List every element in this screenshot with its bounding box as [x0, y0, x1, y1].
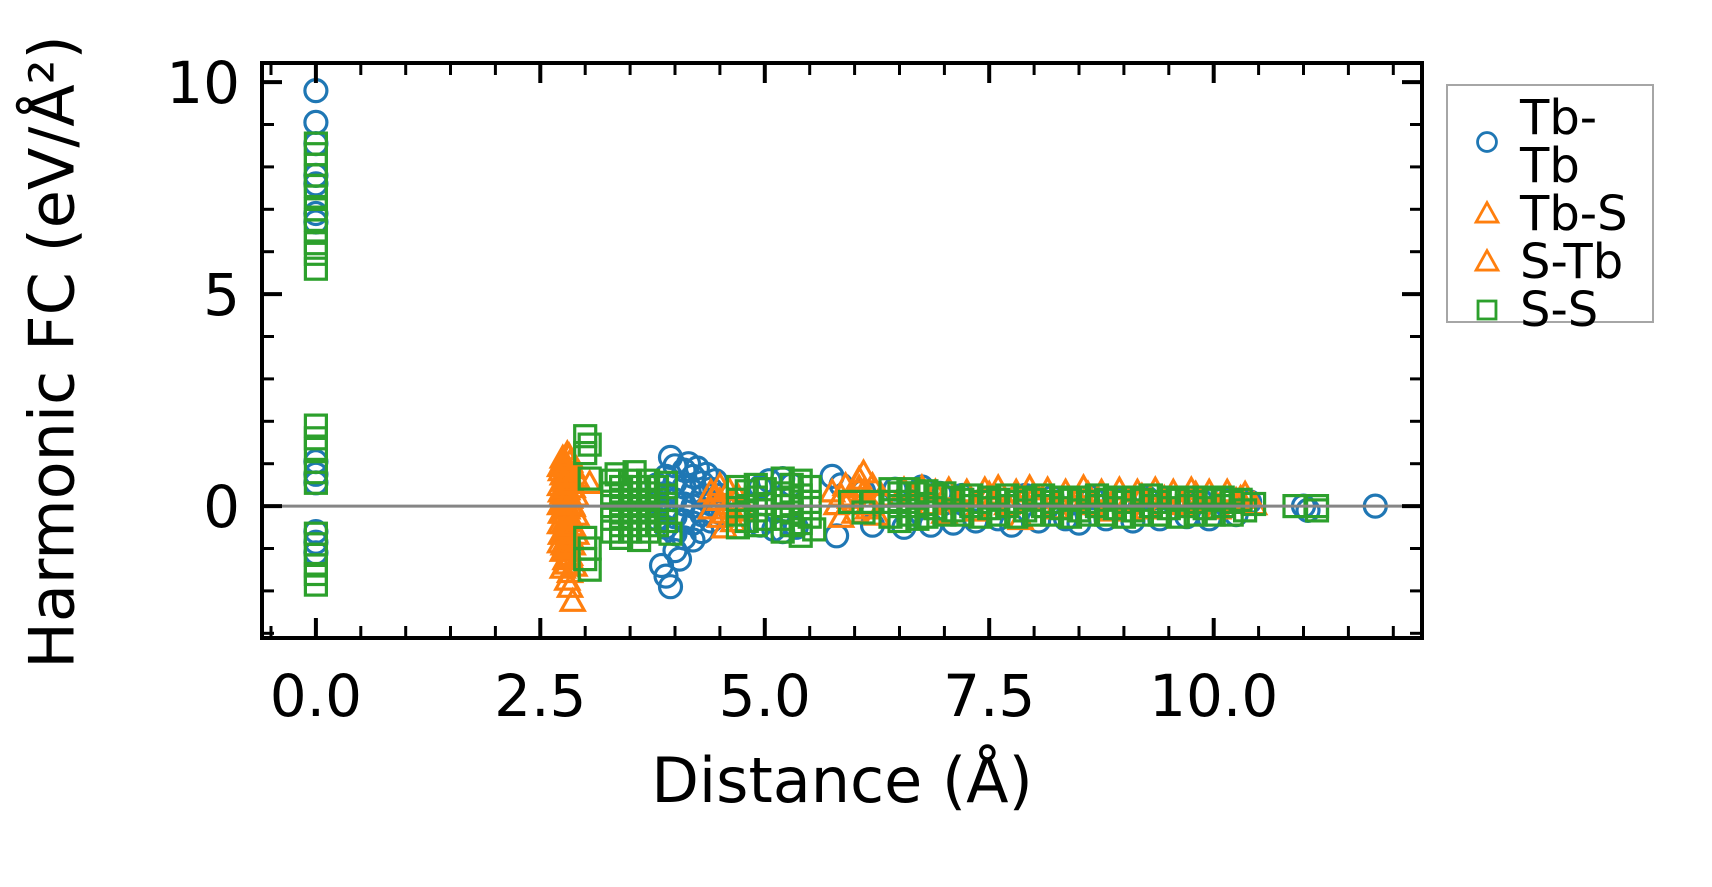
legend-item-s-tb: S-Tb	[1470, 238, 1652, 286]
axis-ticks	[262, 63, 1422, 638]
legend-label-s-s: S-S	[1520, 282, 1599, 338]
tick-labels: 0.0 2.5 5.0 7.5 10.0 0 5 10	[166, 49, 1278, 730]
svg-text:2.5: 2.5	[494, 662, 586, 730]
triangle-marker-icon	[1473, 247, 1501, 272]
x-axis-label: Distance (Å)	[651, 744, 1033, 817]
legend-label-s-tb: S-Tb	[1520, 234, 1624, 290]
svg-text:10: 10	[166, 49, 240, 117]
legend-item-s-s: S-S	[1470, 286, 1652, 334]
svg-text:0: 0	[203, 473, 240, 541]
svg-text:10.0: 10.0	[1149, 662, 1278, 730]
svg-text:5.0: 5.0	[719, 662, 811, 730]
legend-label-tb-tb: Tb-Tb	[1520, 90, 1598, 194]
y-axis-label: Harmonic FC (eV/Å²)	[15, 35, 89, 669]
series-s-s	[303, 131, 1330, 597]
legend-item-tb-s: Tb-S	[1470, 190, 1652, 238]
svg-text:0.0: 0.0	[270, 662, 362, 730]
svg-text:5: 5	[203, 261, 240, 329]
legend-label-tb-s: Tb-S	[1520, 186, 1628, 242]
circle-marker-icon	[1476, 131, 1498, 153]
svg-text:7.5: 7.5	[943, 662, 1035, 730]
plot-frame	[260, 61, 1424, 640]
square-marker-icon	[1476, 299, 1498, 321]
legend: Tb-Tb Tb-S S-Tb S-S	[1446, 84, 1654, 334]
legend-item-tb-tb: Tb-Tb	[1470, 94, 1652, 190]
triangle-marker-icon	[1473, 199, 1501, 224]
